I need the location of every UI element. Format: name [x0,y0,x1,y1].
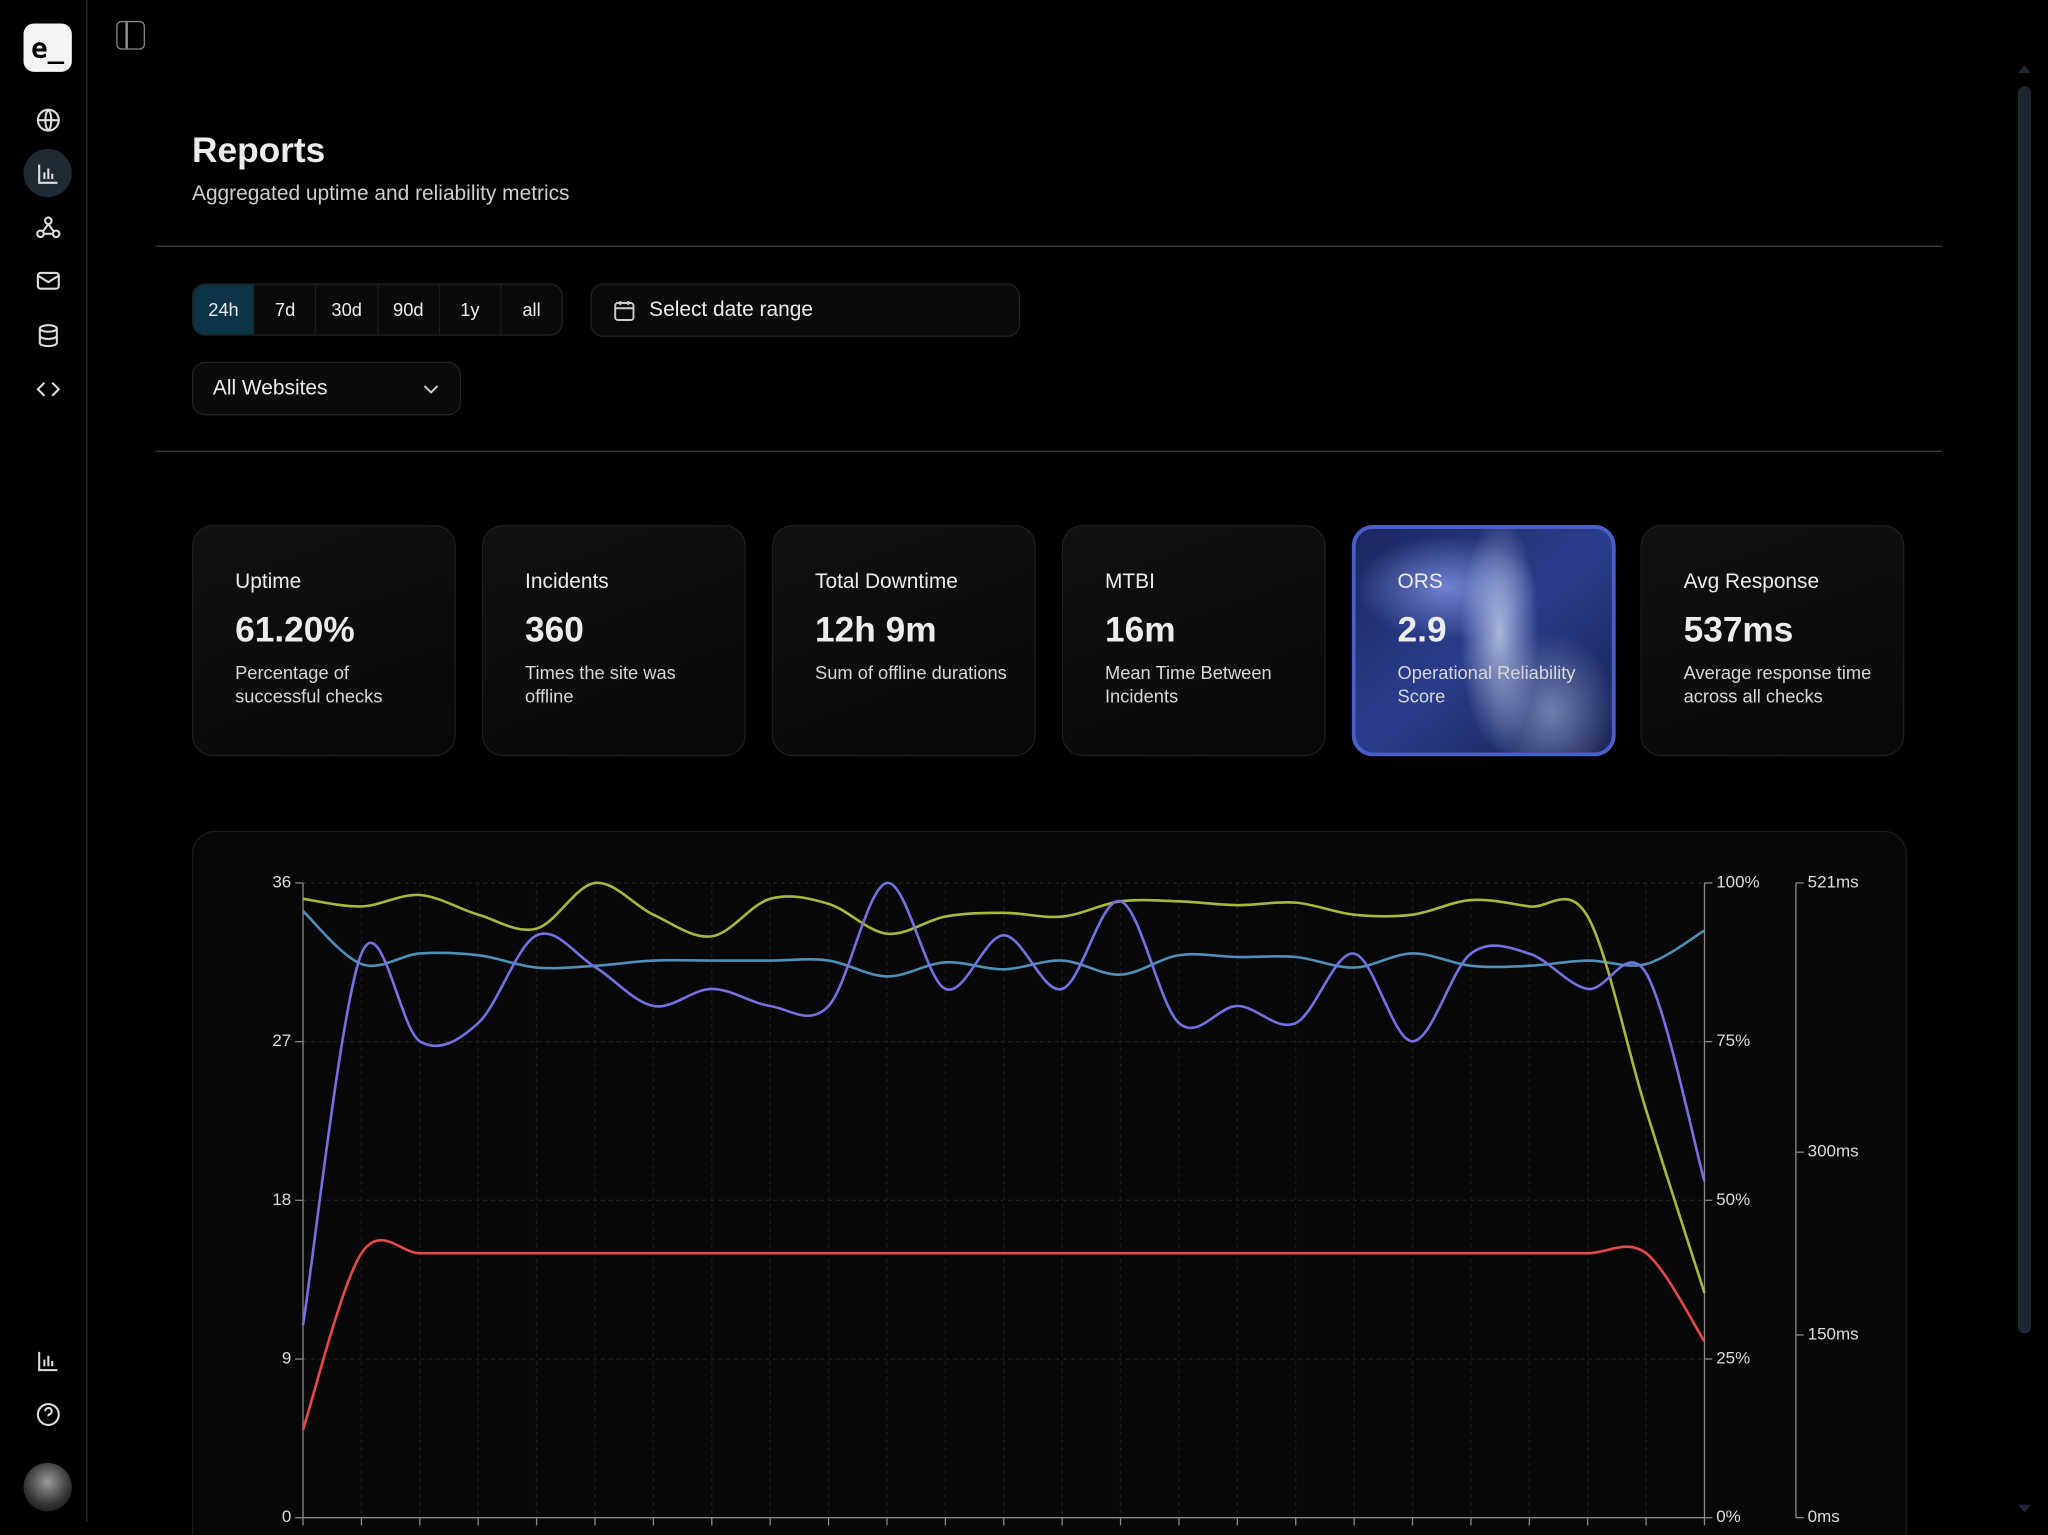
series-line [302,910,1706,978]
card-value: 537ms [1683,609,1794,650]
card-label: Total Downtime [815,570,958,593]
card-label: ORS [1397,570,1443,593]
date-range-picker[interactable]: Select date range [590,283,1021,337]
card-label: Avg Response [1683,570,1820,593]
metric-card: Total Downtime 12h 9m Sum of offline durat… [771,525,1036,757]
card-label: Uptime [235,570,302,593]
tick-label: 0% [1716,1507,1741,1526]
metric-card: Uptime 61.20% Percentage of successful che… [191,525,456,757]
card-value: 61.20% [235,609,355,650]
database-icon[interactable] [29,316,68,355]
range-button[interactable]: 24h [193,284,255,335]
tick-label: 0 [282,1507,291,1526]
website-select[interactable]: All Websites [191,361,462,416]
tick-label: 27 [272,1031,291,1050]
page-title: Reports [191,130,326,170]
card-description: Operational Reliability Score [1397,662,1576,707]
card-description: Percentage of successful checks [235,662,383,707]
sidebar: e_ [0,0,88,1522]
card-value: 16m [1104,609,1176,650]
scroll-up[interactable] [2017,63,2033,76]
card-description: Times the site was offline [525,662,676,707]
calendar-icon [614,300,635,321]
sidebar-toggle[interactable] [116,20,145,50]
card-value: 360 [525,609,584,650]
range-button[interactable]: 7d [255,284,317,335]
card-description: Mean Time Between Incidents [1104,662,1272,707]
logo[interactable]: e_ [23,23,72,72]
tick-label: 100% [1716,872,1759,891]
tick-label: 18 [272,1190,291,1209]
mail-icon[interactable] [29,261,68,300]
tick-label: 9 [282,1349,291,1368]
range-button[interactable]: 30d [317,284,379,335]
range-selector: 24h 7d 30d 90d 1y all [191,283,563,336]
tick-label: 50% [1716,1190,1750,1209]
card-description: Average response time across all checks [1683,662,1872,707]
tick-label: 300ms [1808,1142,1859,1161]
metric-card: Incidents 360 Times the site was offline [481,525,746,757]
tick-label: 0ms [1808,1507,1840,1526]
webhook-icon[interactable] [29,208,68,247]
range-button[interactable]: all [522,299,541,320]
page-subtitle: Aggregated uptime and reliability metric… [191,182,570,206]
card-value: 12h 9m [815,609,937,650]
series-line [302,881,1706,1294]
metric-card: MTBI 16m Mean Time Between Incidents [1061,525,1326,757]
code-icon[interactable] [29,370,68,409]
stats-icon[interactable] [29,1341,68,1380]
metric-card: ORS 2.9 Operational Reliability Score [1351,525,1616,757]
website-select-value: All Websites [212,376,328,400]
series-line [301,881,1706,1326]
divider [155,245,1943,247]
card-label: MTBI [1104,570,1155,593]
help-icon[interactable] [29,1395,68,1434]
card-description: Sum of offline durations [815,662,1007,684]
tick-label: 75% [1716,1031,1750,1050]
tick-label: 25% [1716,1349,1750,1368]
tick-label: 36 [272,872,291,891]
scroll-down[interactable] [2017,1502,2033,1515]
metric-card: Avg Response 537ms Average response time a… [1640,525,1905,757]
card-value: 2.9 [1397,609,1447,650]
scrollbar-thumb[interactable] [2017,86,2032,1334]
reports-icon[interactable] [23,148,72,198]
divider [155,450,1943,452]
globe-icon[interactable] [29,101,68,140]
tick-label: 521ms [1808,872,1859,891]
range-button[interactable]: 1y [440,284,502,335]
range-button[interactable]: 90d [378,284,440,335]
series-line [301,1238,1706,1430]
date-range-placeholder: Select date range [649,298,813,321]
chevron-icon [423,384,439,394]
avatar[interactable] [23,1462,72,1512]
card-label: Incidents [525,570,609,593]
tick-label: 150ms [1808,1324,1859,1343]
